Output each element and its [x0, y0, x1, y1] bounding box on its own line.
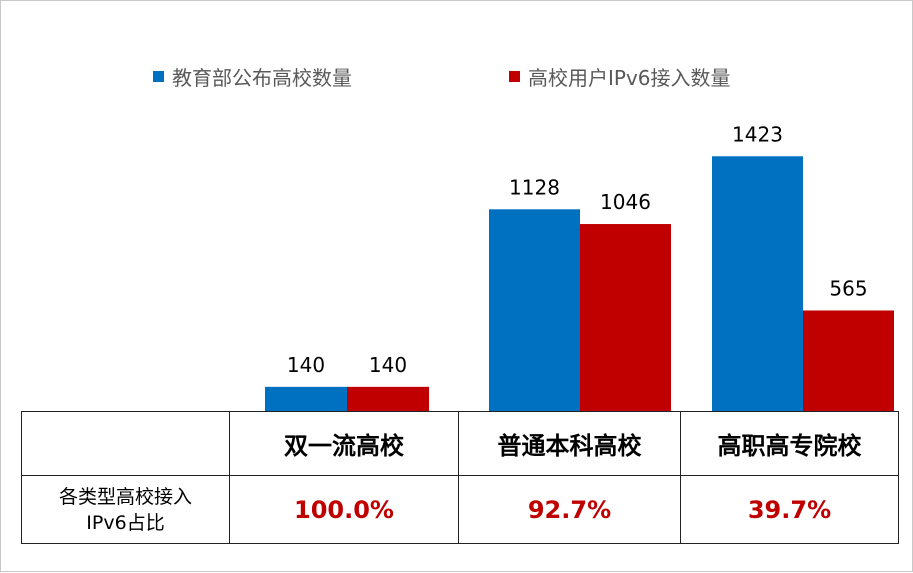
data-label-ipv6-undergraduate: 1046: [600, 190, 651, 214]
bar-ipv6-vocational: [803, 310, 894, 412]
table-corner-cell: [21, 411, 230, 476]
percent-double-first-class: 100.0%: [229, 475, 459, 544]
legend-label-ipv6: 高校用户IPv6接入数量: [528, 65, 731, 90]
data-label-moe-undergraduate: 1128: [509, 175, 560, 199]
summary-table: 双一流高校 普通本科高校 高职高专院校 各类型高校接入 IPv6占比 100.0…: [21, 411, 899, 544]
data-label-moe-vocational: 1423: [732, 122, 783, 146]
data-label-ipv6-double-first-class: 140: [369, 353, 407, 377]
data-label-moe-double-first-class: 140: [287, 353, 325, 377]
percent-vocational: 39.7%: [680, 475, 899, 544]
row-label-ipv6-ratio: 各类型高校接入 IPv6占比: [21, 475, 230, 544]
row-label-line2: IPv6占比: [86, 511, 165, 534]
bar-ipv6-undergraduate: [580, 224, 671, 412]
legend-item-ipv6: 高校用户IPv6接入数量: [509, 61, 731, 91]
legend-swatch-red: [509, 70, 520, 82]
bar-ipv6-double-first-class: [347, 386, 429, 412]
legend-label-moe: 教育部公布高校数量: [172, 65, 352, 90]
row-label-line1: 各类型高校接入: [58, 485, 192, 508]
percent-undergraduate: 92.7%: [458, 475, 681, 544]
bar-moe-double-first-class: [265, 386, 347, 412]
category-row: 双一流高校 普通本科高校 高职高专院校: [21, 411, 899, 476]
bar-moe-vocational: [712, 156, 803, 412]
percentage-row: 各类型高校接入 IPv6占比 100.0% 92.7% 39.7%: [21, 475, 899, 544]
category-label-vocational: 高职高专院校: [680, 411, 899, 476]
legend-item-moe: 教育部公布高校数量: [153, 61, 352, 91]
data-label-ipv6-vocational: 565: [829, 276, 867, 300]
legend-swatch-blue: [153, 70, 164, 82]
bar-moe-undergraduate: [489, 209, 580, 412]
category-label-undergraduate: 普通本科高校: [458, 411, 681, 476]
category-label-double-first-class: 双一流高校: [229, 411, 459, 476]
